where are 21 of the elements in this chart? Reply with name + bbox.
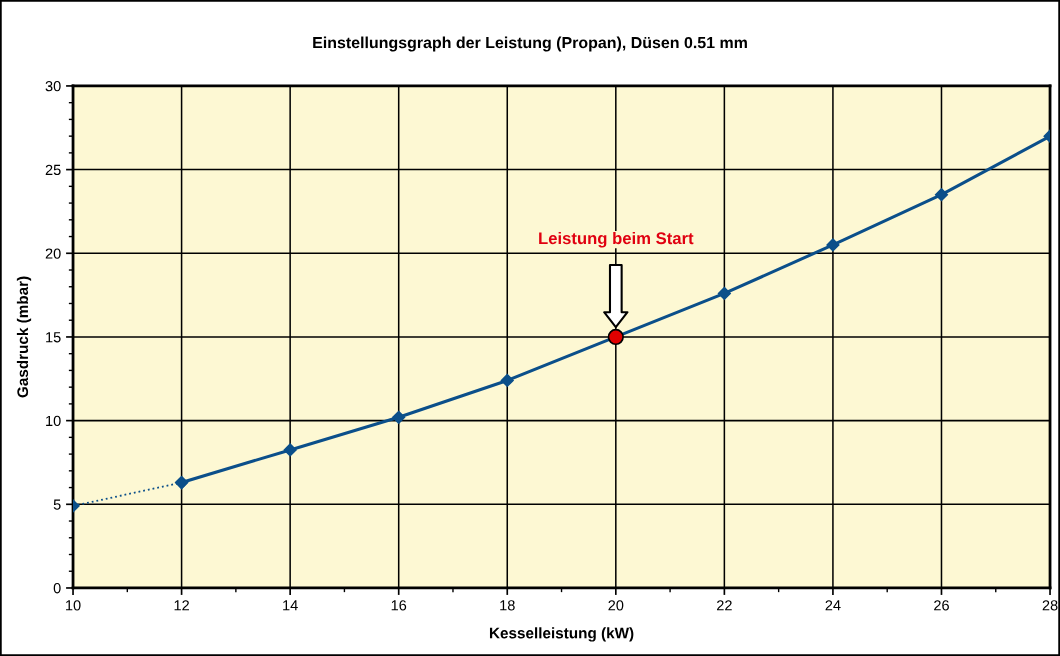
- x-tick-label: 28: [1042, 600, 1058, 611]
- y-tick-label: 20: [45, 248, 61, 259]
- y-tick-label: 15: [46, 332, 61, 343]
- y-tick-label: 5: [53, 499, 61, 510]
- x-tick-label: 14: [283, 600, 298, 611]
- x-tick-label: 10: [66, 600, 81, 611]
- x-tick-label: 16: [391, 600, 407, 611]
- x-tick-label: 24: [825, 600, 841, 611]
- chart-title: Einstellungsgraph der Leistung (Propan), Düsen 0.51 mm: [313, 36, 747, 52]
- y-tick-label: 0: [53, 583, 61, 594]
- x-tick-label: 18: [500, 600, 515, 611]
- y-tick-label: 25: [45, 164, 61, 176]
- x-tick-label: 20: [608, 600, 624, 611]
- x-tick-label: 26: [934, 600, 949, 611]
- y-tick-label: 30: [45, 81, 61, 92]
- y-tick-label: 10: [46, 415, 61, 427]
- x-axis-title: Kesselleistung (kW): [489, 627, 634, 642]
- annotation: Leistung beim Start: [539, 231, 694, 248]
- x-tick-label: 22: [716, 600, 732, 611]
- y-axis-title: Gasdruck (mbar): [16, 276, 32, 398]
- x-tick-label: 12: [174, 600, 189, 611]
